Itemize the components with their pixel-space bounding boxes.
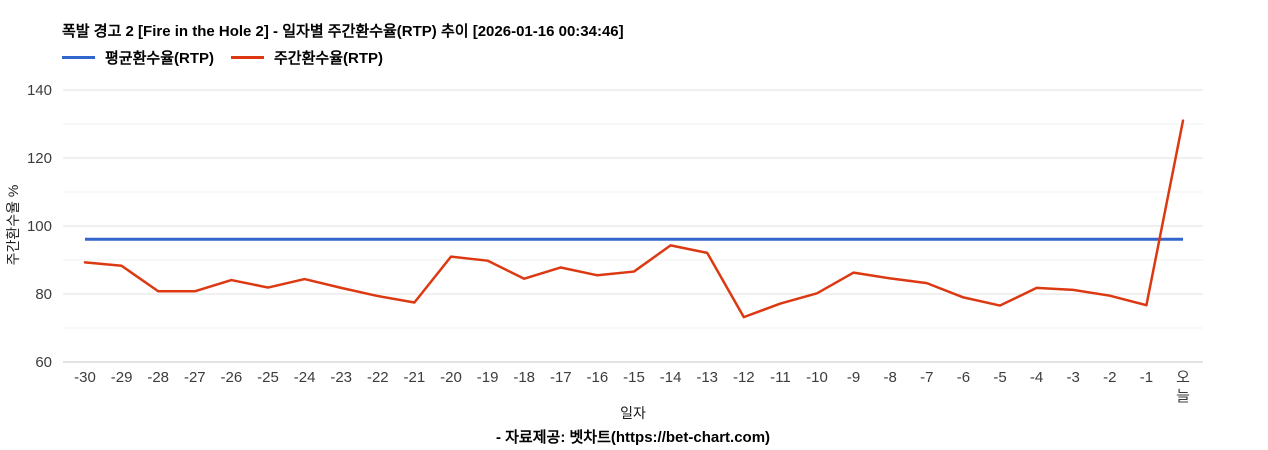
- weekly-rtp-line: [83, 119, 1185, 319]
- svg-text:-28: -28: [147, 369, 169, 386]
- svg-text:-20: -20: [440, 369, 462, 386]
- svg-text:오늘: 오늘: [1176, 369, 1190, 405]
- svg-text:-29: -29: [111, 369, 133, 386]
- y-tick-labels: 60 80 100 120 140: [27, 82, 52, 371]
- svg-text:-11: -11: [770, 369, 791, 386]
- chart-title: 폭발 경고 2 [Fire in the Hole 2] - 일자별 주간환수율…: [62, 23, 624, 40]
- svg-text:140: 140: [27, 82, 52, 99]
- legend-weekly-rtp: 주간환수율(RTP): [231, 47, 383, 68]
- svg-text:100: 100: [27, 218, 52, 235]
- legend-swatch-line: [231, 55, 264, 59]
- svg-text:-8: -8: [884, 369, 897, 386]
- svg-text:-13: -13: [696, 369, 718, 386]
- svg-text:-24: -24: [294, 369, 316, 386]
- legend-average-rtp: 평균환수율(RTP): [62, 47, 214, 68]
- svg-text:-7: -7: [920, 369, 933, 386]
- y-minor-gridlines: [63, 123, 1203, 329]
- svg-text:-10: -10: [806, 369, 828, 386]
- x-tick-labels: -30 -29 -28 -27 -26 -25 -24 -23 -22 -21 -20 -19 -18-…: [74, 369, 1190, 405]
- svg-text:-17: -17: [550, 369, 572, 386]
- svg-text:120: 120: [27, 150, 52, 167]
- svg-text:-30: -30: [74, 369, 96, 386]
- svg-text:-18: -18: [513, 369, 535, 386]
- svg-text:-3: -3: [1067, 369, 1080, 386]
- svg-text:-27: -27: [184, 369, 206, 386]
- y-axis-title: 주간환수율 %: [5, 184, 21, 266]
- svg-text:60: 60: [35, 354, 52, 371]
- svg-text:-19: -19: [477, 369, 499, 386]
- footer-credit: - 자료제공: 벳차트(https://bet-chart.com): [495, 429, 771, 446]
- svg-text:-12: -12: [733, 369, 755, 386]
- svg-text:80: 80: [35, 286, 52, 303]
- svg-text:-1: -1: [1140, 369, 1153, 386]
- svg-text:-22: -22: [367, 369, 389, 386]
- y-gridlines: [63, 89, 1203, 363]
- svg-text:-16: -16: [587, 369, 609, 386]
- svg-text:-21: -21: [404, 369, 426, 386]
- svg-text:-14: -14: [660, 369, 682, 386]
- svg-text:-23: -23: [330, 369, 352, 386]
- legend-swatch-line: [62, 55, 95, 59]
- svg-text:-5: -5: [993, 369, 1006, 386]
- svg-text:-26: -26: [221, 369, 243, 386]
- svg-text:-6: -6: [957, 369, 970, 386]
- svg-text:-9: -9: [847, 369, 860, 386]
- svg-text:-4: -4: [1030, 369, 1043, 386]
- x-axis-title: 일자: [620, 405, 646, 421]
- svg-text:-25: -25: [257, 369, 279, 386]
- svg-text:-15: -15: [623, 369, 645, 386]
- legend: 평균환수율(RTP) 주간환수율(RTP): [62, 47, 400, 67]
- legend-item-label: 주간환수율(RTP): [274, 49, 383, 67]
- svg-text:-2: -2: [1103, 369, 1116, 386]
- legend-item-label: 평균환수율(RTP): [105, 49, 214, 67]
